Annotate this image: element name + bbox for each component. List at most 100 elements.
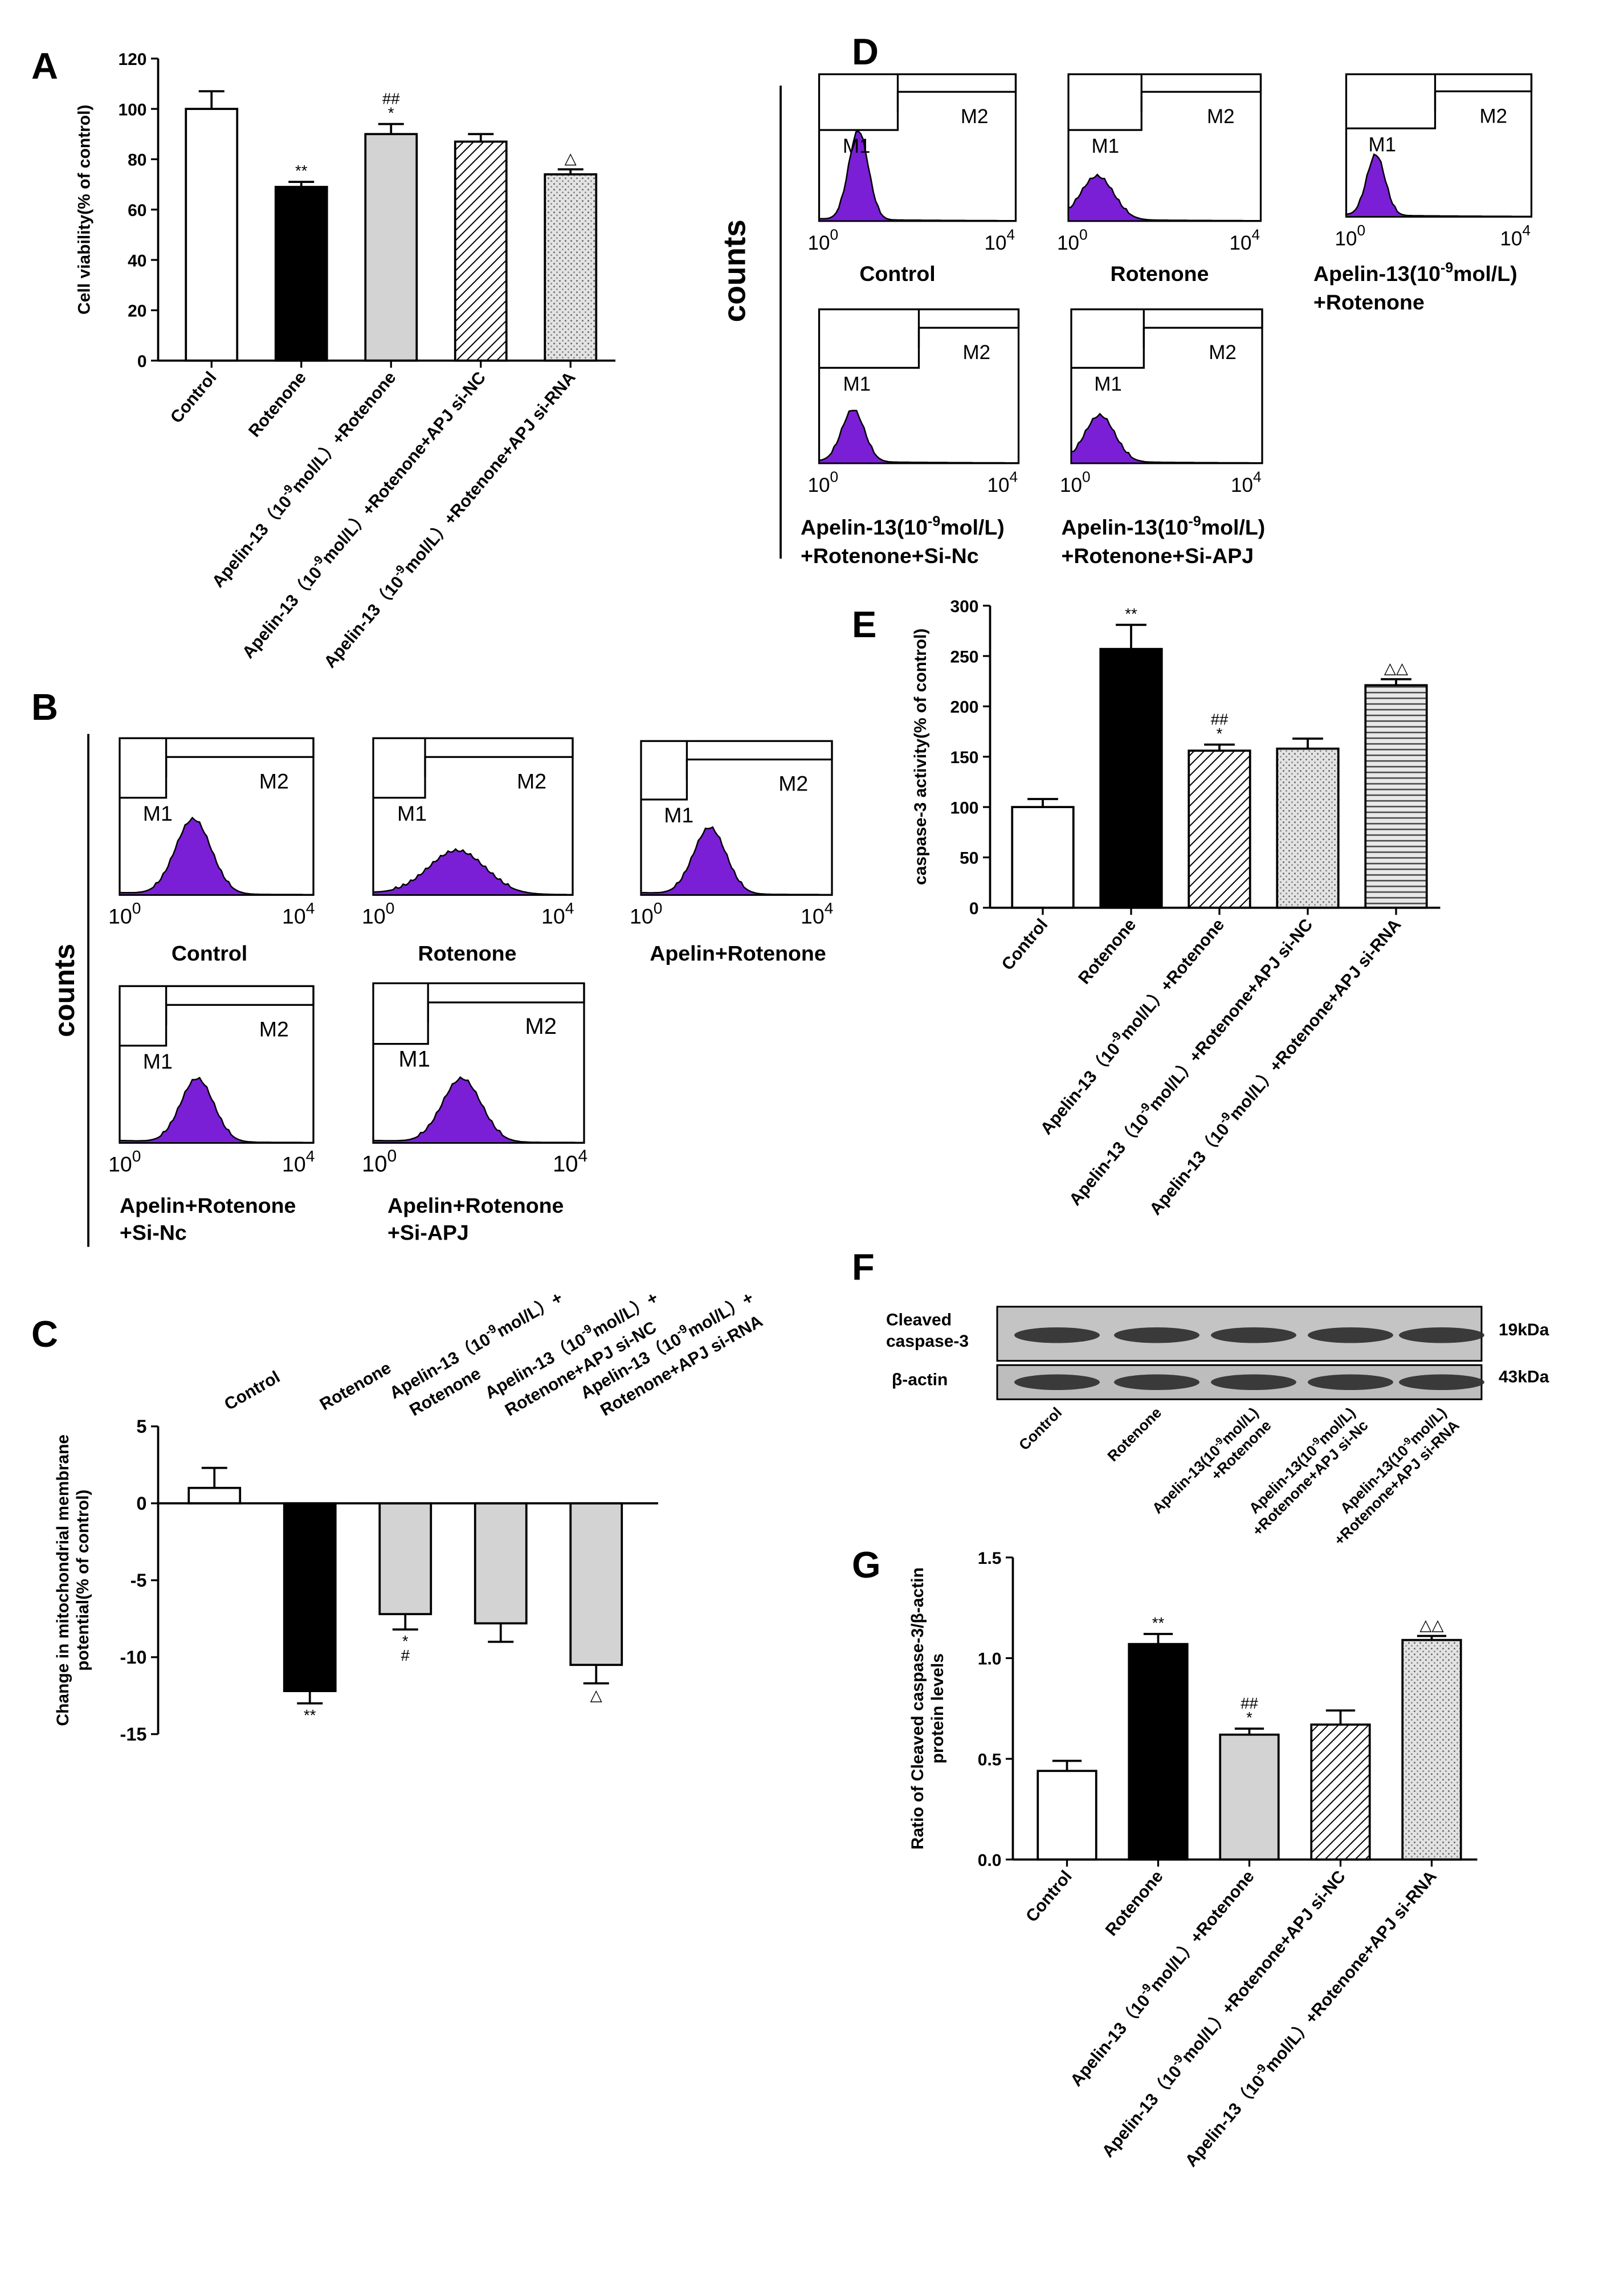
y-tick-label: 1.5: [978, 1549, 1002, 1568]
bar: [1188, 749, 1251, 909]
y-axis-title: Ratio of Cleaved caspase-3/β-actin: [908, 1567, 927, 1849]
axis-tick-label: 100: [630, 899, 662, 928]
blot-row-label-caspase: caspase-3: [886, 1332, 969, 1351]
axis-tick-label: 104: [801, 899, 833, 928]
blot-row-label-cleaved: Cleaved: [886, 1310, 952, 1329]
panel-letter-b: B: [31, 686, 58, 728]
flow-b-label-siapj-1: Apelin+Rotenone: [387, 1193, 564, 1217]
blot-lane-label: Apelin-13(10-9mol/L): [1148, 1403, 1262, 1517]
histogram-area: [818, 409, 1019, 464]
y-tick-label: 250: [950, 647, 978, 666]
y-axis-title: Cell viability(% of control): [75, 105, 94, 315]
panel-letter-a: A: [31, 45, 58, 87]
flow-b-label-sinc-1: Apelin+Rotenone: [120, 1193, 296, 1217]
significance-mark: ##: [382, 90, 400, 108]
flow-histogram: M1 M2 100 104: [108, 985, 315, 1176]
y-tick-label: 20: [128, 302, 146, 321]
significance-mark: **: [1152, 1614, 1165, 1632]
y-axis-title: Change in mitochondrial membrane: [54, 1434, 72, 1726]
y-tick-label: 100: [950, 798, 978, 817]
gate-label-m2: M2: [525, 1014, 557, 1039]
gate-label-m2: M2: [259, 769, 289, 793]
bar: [1128, 1643, 1189, 1861]
band-caspase: [1114, 1327, 1199, 1343]
category-label: Control: [167, 368, 221, 427]
category-label: Apelin-13（10-9mol/L）+Rotenone: [206, 366, 400, 592]
significance-mark: ##: [1211, 711, 1229, 728]
gate-m2: [424, 738, 574, 777]
counts-label-d: counts: [717, 219, 752, 322]
y-tick-label: 0.5: [978, 1750, 1002, 1769]
panel-letter-e: E: [852, 604, 876, 645]
band-caspase: [1399, 1327, 1484, 1343]
panel-letter-c: C: [31, 1313, 58, 1355]
category-label: Rotenone: [245, 368, 310, 441]
bar: [569, 1502, 623, 1666]
band-actin: [1114, 1374, 1199, 1390]
significance-mark: *: [388, 104, 394, 122]
flow-b-label-rotenone: Rotenone: [418, 941, 517, 965]
histogram-area: [818, 130, 1017, 222]
y-tick-label: 300: [950, 597, 978, 616]
flow-histogram: M1 M2 100 104: [362, 737, 574, 928]
histogram-area: [372, 1076, 585, 1144]
flow-histogram: M1 M2 100 104: [1335, 73, 1533, 250]
gate-label-m1: M1: [143, 801, 173, 825]
panel-letter-f: F: [852, 1246, 875, 1287]
histogram-area: [640, 826, 833, 896]
flow-d-label-siapj-2: +Rotenone+Si-APJ: [1062, 544, 1254, 568]
axis-tick-label: 100: [362, 1147, 397, 1176]
bar: [1037, 1770, 1097, 1861]
flow-b-label-sinc-2: +Si-Nc: [120, 1220, 187, 1244]
axis-tick-label: 104: [282, 899, 315, 928]
histogram-area: [1345, 153, 1532, 218]
bar: [1099, 647, 1163, 909]
gate-m2: [917, 309, 1020, 348]
y-tick-label: 80: [128, 151, 146, 170]
bar: [1364, 684, 1428, 909]
y-tick-label: -15: [120, 1724, 147, 1745]
y-tick-label: -10: [120, 1647, 147, 1668]
y-tick-label: 150: [950, 748, 978, 767]
y-tick-label: 0: [136, 1493, 146, 1514]
band-caspase: [1211, 1327, 1296, 1343]
gate-label-m2: M2: [1480, 105, 1508, 127]
blot-lane-label: Control: [1015, 1404, 1065, 1453]
chart-panel-c: -15 -10 -5 0 5 Change in mitochondrial membra…: [54, 1288, 766, 1745]
band-actin: [1014, 1374, 1100, 1390]
y-tick-label: 60: [128, 201, 146, 220]
significance-mark: △: [590, 1686, 603, 1704]
category-label: Rotenone: [1075, 915, 1140, 988]
gate-label-m1: M1: [1092, 135, 1120, 157]
gate-label-m2: M2: [517, 769, 546, 793]
axis-tick-label: 100: [108, 1147, 141, 1176]
axis-tick-label: 100: [1060, 468, 1091, 496]
band-caspase: [1308, 1327, 1393, 1343]
bar: [1310, 1723, 1371, 1861]
y-tick-label: 50: [960, 849, 978, 868]
significance-mark: △△: [1419, 1616, 1444, 1634]
category-label: Control: [221, 1367, 283, 1414]
flow-d-label-rotenone: Rotenone: [1111, 262, 1209, 286]
chart-panel-g: 0.0 0.5 1.0 1.5 Ratio of Cleaved caspase-3/β…: [908, 1549, 1478, 2170]
gate-label-m1: M1: [143, 1049, 173, 1073]
y-tick-label: 100: [118, 100, 146, 119]
band-actin: [1308, 1374, 1393, 1390]
blot-row-label-actin: β-actin: [892, 1370, 948, 1389]
flow-d-label-sinc: Apelin-13(10-9mol/L): [801, 513, 1005, 539]
axis-tick-label: 100: [362, 899, 394, 928]
axis-tick-label: 104: [988, 468, 1018, 496]
gate-m2: [1434, 74, 1533, 112]
y-tick-label: 200: [950, 698, 978, 717]
category-label: Rotenone: [1102, 1867, 1167, 1939]
gate-label-m2: M2: [259, 1017, 289, 1041]
counts-label-b: counts: [48, 944, 80, 1037]
category-label: Control: [998, 915, 1052, 974]
axis-tick-label: 100: [808, 468, 839, 496]
gate-label-m1: M1: [843, 135, 871, 157]
axis-tick-label: 104: [1500, 222, 1531, 250]
y-tick-label: -5: [130, 1570, 147, 1591]
band-caspase: [1014, 1327, 1100, 1343]
histogram-area: [119, 816, 315, 896]
